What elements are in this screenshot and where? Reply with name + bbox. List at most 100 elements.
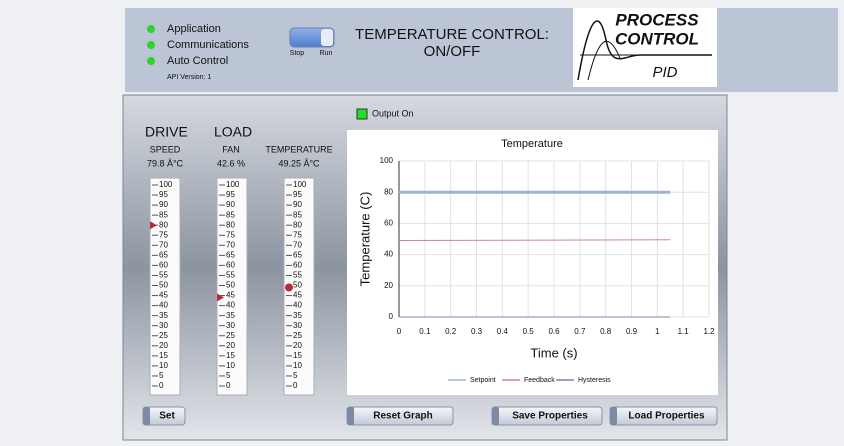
y-tick-label: 40 [384,250,393,259]
gauge-tick-label: 45 [293,291,302,300]
gauge-tick-label: 20 [159,341,168,350]
gauge-tick-label: 75 [293,230,302,239]
gauge-strip [216,177,248,396]
gauge-pointer [217,293,224,302]
gauge-tick-label: 95 [159,190,168,199]
gauge-tick-label: 65 [159,250,168,259]
button-edge [610,407,617,425]
legend-label: Feedback [524,377,555,384]
y-axis-label: Temperature (C) [357,192,372,287]
x-tick-label: 0.3 [471,327,483,336]
gauge-tick-label: 5 [293,371,298,380]
logo-text: CONTROL [615,29,699,48]
y-tick-label: 80 [384,187,393,196]
gauge-tick-label: 100 [293,180,307,189]
x-tick-label: 0.1 [419,327,431,336]
legend-label: Setpoint [470,377,496,384]
gauge-tick-label: 55 [159,271,168,280]
gauge-tick-label: 80 [159,220,168,229]
button-label: Set [159,411,175,422]
chart: 0 20 40 60 80 100 0 0.1 0.2 0.3 0.4 0.5 0.6 0.7 0.8 0.9… [380,156,715,384]
gauge-tick-label: 90 [226,200,235,209]
gauge-tick-label: 35 [226,311,235,320]
api-version: API Version: 1 [167,74,211,81]
gauge-tick-label: 95 [226,190,235,199]
x-tick-label: 0.2 [445,327,457,336]
gauge-tick-label: 30 [159,321,168,330]
gauge-pointer [285,283,293,292]
output-led [356,108,368,120]
gauge-tick-label: 70 [226,240,235,249]
gauge-tick-label: 45 [159,291,168,300]
status-label: Application [167,23,221,35]
gauge-tick-label: 50 [159,281,168,290]
output-label: Output On [372,108,414,118]
gauge-tick-label: 40 [159,301,168,310]
status-group: Application Communications Auto Control [147,23,249,67]
gauge-tick-label: 100 [159,180,173,189]
status-led [147,41,155,49]
x-tick-label: 0.6 [548,327,560,336]
gauge-tick-label: 35 [159,311,168,320]
y-tick-label: 20 [384,281,393,290]
gauge-tick-label: 70 [293,240,302,249]
top-panel [125,8,838,92]
button-edge [347,407,354,425]
logo-curve2 [580,40,712,81]
status-label: Communications [167,39,249,51]
status-led [147,57,155,65]
chart-panel [347,130,718,395]
x-tick-label: 0.4 [497,327,509,336]
gauge-tick-label: 35 [293,311,302,320]
gauge-tick-label: 75 [159,230,168,239]
x-tick-label: 0.7 [574,327,586,336]
chart-title: Temperature [501,138,563,150]
gauge-tick-label: 60 [226,261,235,270]
gauge-tick-label: 10 [159,361,168,370]
gauge-tick-label: 75 [226,230,235,239]
x-tick-label: 0 [397,327,402,336]
title-line1: TEMPERATURE CONTROL: [355,26,549,43]
gauge-tick-label: 60 [159,261,168,270]
gauge-tick-label: 25 [159,331,168,340]
gauge-tick-label: 65 [293,250,302,259]
button-edge [492,407,499,425]
group-label: LOAD [214,124,252,140]
gauge-tick-label: 40 [226,301,235,310]
logo-text: PROCESS [615,10,699,29]
gauge-tick-label: 10 [293,361,302,370]
gauge-tick-label: 0 [226,381,231,390]
gauge-tick-label: 15 [226,351,235,360]
gauge-tick-label: 5 [159,371,164,380]
run-label: Run [320,50,333,57]
gauge-tick-label: 20 [226,341,235,350]
gauge-strip [149,177,181,396]
status-led [147,25,155,33]
gauge-tick-label: 25 [293,331,302,340]
logo-curve [577,20,712,81]
gauge-tick-label: 80 [226,220,235,229]
logo-text: PID [652,64,677,81]
gauge-name: TEMPERATURE [265,144,332,154]
status-label: Auto Control [167,55,228,67]
gauge-tick-label: 55 [226,271,235,280]
x-axis-label: Time (s) [530,345,577,360]
gauge-tick-label: 45 [226,291,235,300]
stop-label: Stop [290,50,305,57]
gauge-tick-label: 25 [226,331,235,340]
gauge-reading: 42.6 % [217,158,245,168]
x-tick-label: 1.1 [678,327,690,336]
x-tick-label: 0.9 [626,327,638,336]
x-tick-label: 0.8 [600,327,612,336]
x-tick-label: 0.5 [523,327,535,336]
title-line2: ON/OFF [424,43,481,60]
legend-label: Hysteresis [578,377,611,384]
switch-knob [321,29,333,46]
gauge-name: FAN [222,144,240,154]
y-tick-label: 100 [380,156,394,165]
gauge-tick-label: 90 [293,200,302,209]
gauge-tick-label: 55 [293,271,302,280]
